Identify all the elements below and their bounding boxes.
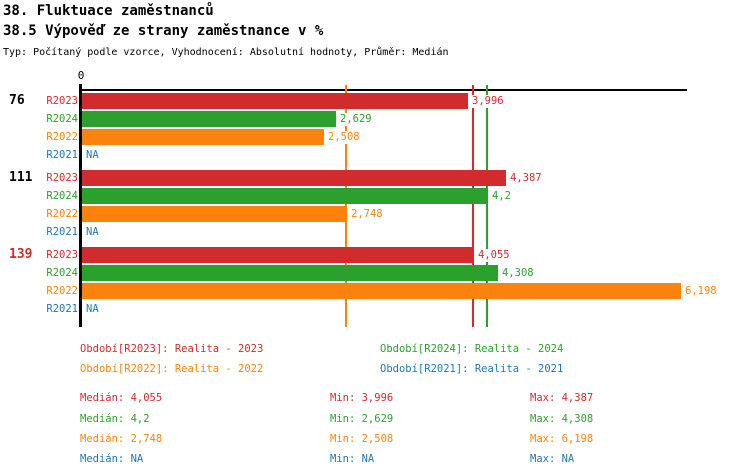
stat-max-r2024: Max: 4,308 (530, 413, 594, 425)
group-label-111: 111 (9, 170, 33, 185)
report-subtitle: 38.5 Výpověď ze strany zaměstnance v % (3, 23, 324, 39)
stat-min-r2021: Min: NA (330, 453, 375, 465)
bar-value-na-label: NA (86, 149, 99, 161)
bar-value-label: 4,055 (478, 249, 510, 262)
stat-max-r2022: Max: 6,198 (530, 433, 594, 445)
bar-value-label: 2,748 (351, 208, 383, 221)
bar-r2024-group-139 (82, 265, 498, 281)
bar-value-na-label: NA (86, 303, 99, 315)
bar-r2023-group-139 (82, 247, 474, 263)
bar-r2022-group-111 (82, 206, 347, 222)
stat-median-r2021: Medián: NA (80, 453, 144, 465)
legend-item-r2022: Období[R2022]: Realita - 2022 (80, 363, 264, 375)
bar-r2024-group-76 (82, 111, 336, 127)
bar-value-na-label: NA (86, 226, 99, 238)
stat-median-r2022: Medián: 2,748 (80, 433, 163, 445)
stat-median-r2023: Medián: 4,055 (80, 392, 163, 404)
bar-value-label: 2,629 (340, 113, 372, 126)
row-label-r2023: R2023 (46, 172, 78, 184)
legend-item-r2024: Období[R2024]: Realita - 2024 (380, 343, 564, 355)
row-label-r2022: R2022 (46, 131, 78, 143)
stat-max-r2023: Max: 4,387 (530, 392, 594, 404)
legend-item-r2021: Období[R2021]: Realita - 2021 (380, 363, 564, 375)
bar-r2023-group-76 (82, 93, 468, 109)
group-label-139: 139 (9, 247, 33, 262)
group-label-76: 76 (9, 93, 25, 108)
median-line-r2024 (486, 85, 488, 327)
bar-value-label: 4,308 (502, 267, 534, 280)
bar-r2022-group-76 (82, 129, 324, 145)
median-line-r2023 (472, 85, 474, 327)
bar-value-label: 2,508 (328, 131, 360, 144)
row-label-r2021: R2021 (46, 226, 78, 238)
bar-value-label: 3,996 (472, 95, 504, 108)
row-label-r2022: R2022 (46, 208, 78, 220)
legend-item-r2023: Období[R2023]: Realita - 2023 (80, 343, 264, 355)
row-label-r2024: R2024 (46, 113, 78, 125)
row-label-r2023: R2023 (46, 95, 78, 107)
row-label-r2021: R2021 (46, 303, 78, 315)
bar-value-label: 6,198 (685, 285, 717, 298)
bar-value-label: 4,387 (510, 172, 542, 185)
stat-min-r2023: Min: 3,996 (330, 392, 394, 404)
report-title: 38. Fluktuace zaměstnanců (3, 3, 214, 19)
stat-min-r2024: Min: 2,629 (330, 413, 394, 425)
y-axis-line (79, 84, 82, 327)
x-axis-zero-tick-label: 0 (77, 69, 85, 82)
bar-r2024-group-111 (82, 188, 488, 204)
row-label-r2022: R2022 (46, 285, 78, 297)
bar-r2023-group-111 (82, 170, 506, 186)
bar-r2022-group-139 (82, 283, 681, 299)
row-label-r2023: R2023 (46, 249, 78, 261)
bar-value-label: 4,2 (492, 190, 511, 203)
report-meta-line: Typ: Počítaný podle vzorce, Vyhodnocení:… (3, 47, 449, 58)
row-label-r2024: R2024 (46, 267, 78, 279)
row-label-r2024: R2024 (46, 190, 78, 202)
x-axis-line (79, 89, 687, 91)
row-label-r2021: R2021 (46, 149, 78, 161)
stat-median-r2024: Medián: 4,2 (80, 413, 150, 425)
stat-max-r2021: Max: NA (530, 453, 575, 465)
stat-min-r2022: Min: 2,508 (330, 433, 394, 445)
